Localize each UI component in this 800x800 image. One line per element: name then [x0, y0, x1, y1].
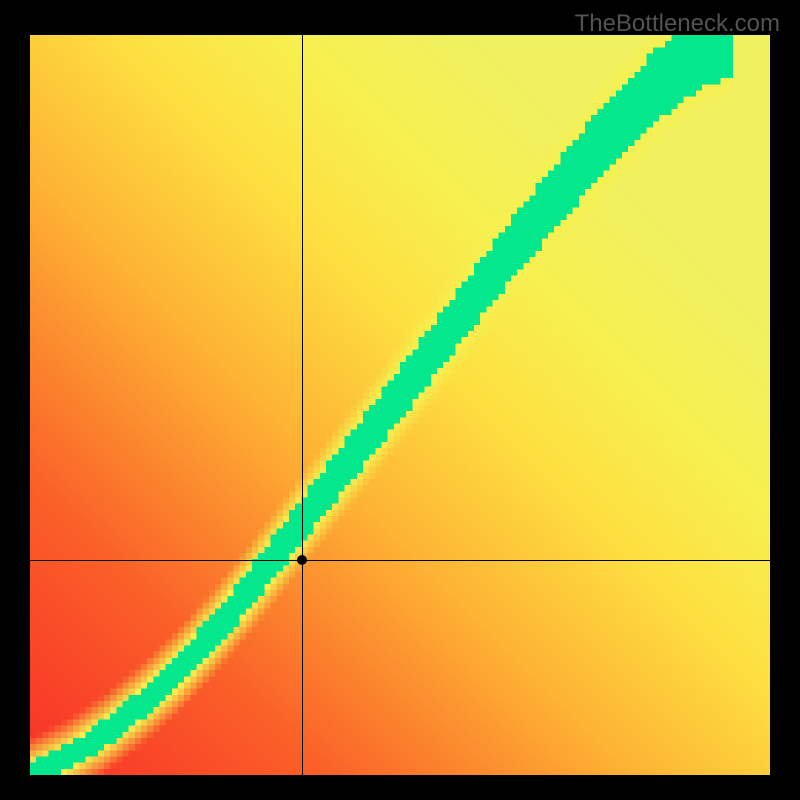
watermark-text: TheBottleneck.com [575, 10, 780, 38]
chart-container: TheBottleneck.com [0, 0, 800, 800]
heatmap-canvas [30, 35, 770, 775]
crosshair-dot [297, 555, 307, 565]
crosshair-vertical [302, 35, 303, 775]
plot-area [30, 35, 770, 775]
crosshair-horizontal [30, 560, 770, 561]
